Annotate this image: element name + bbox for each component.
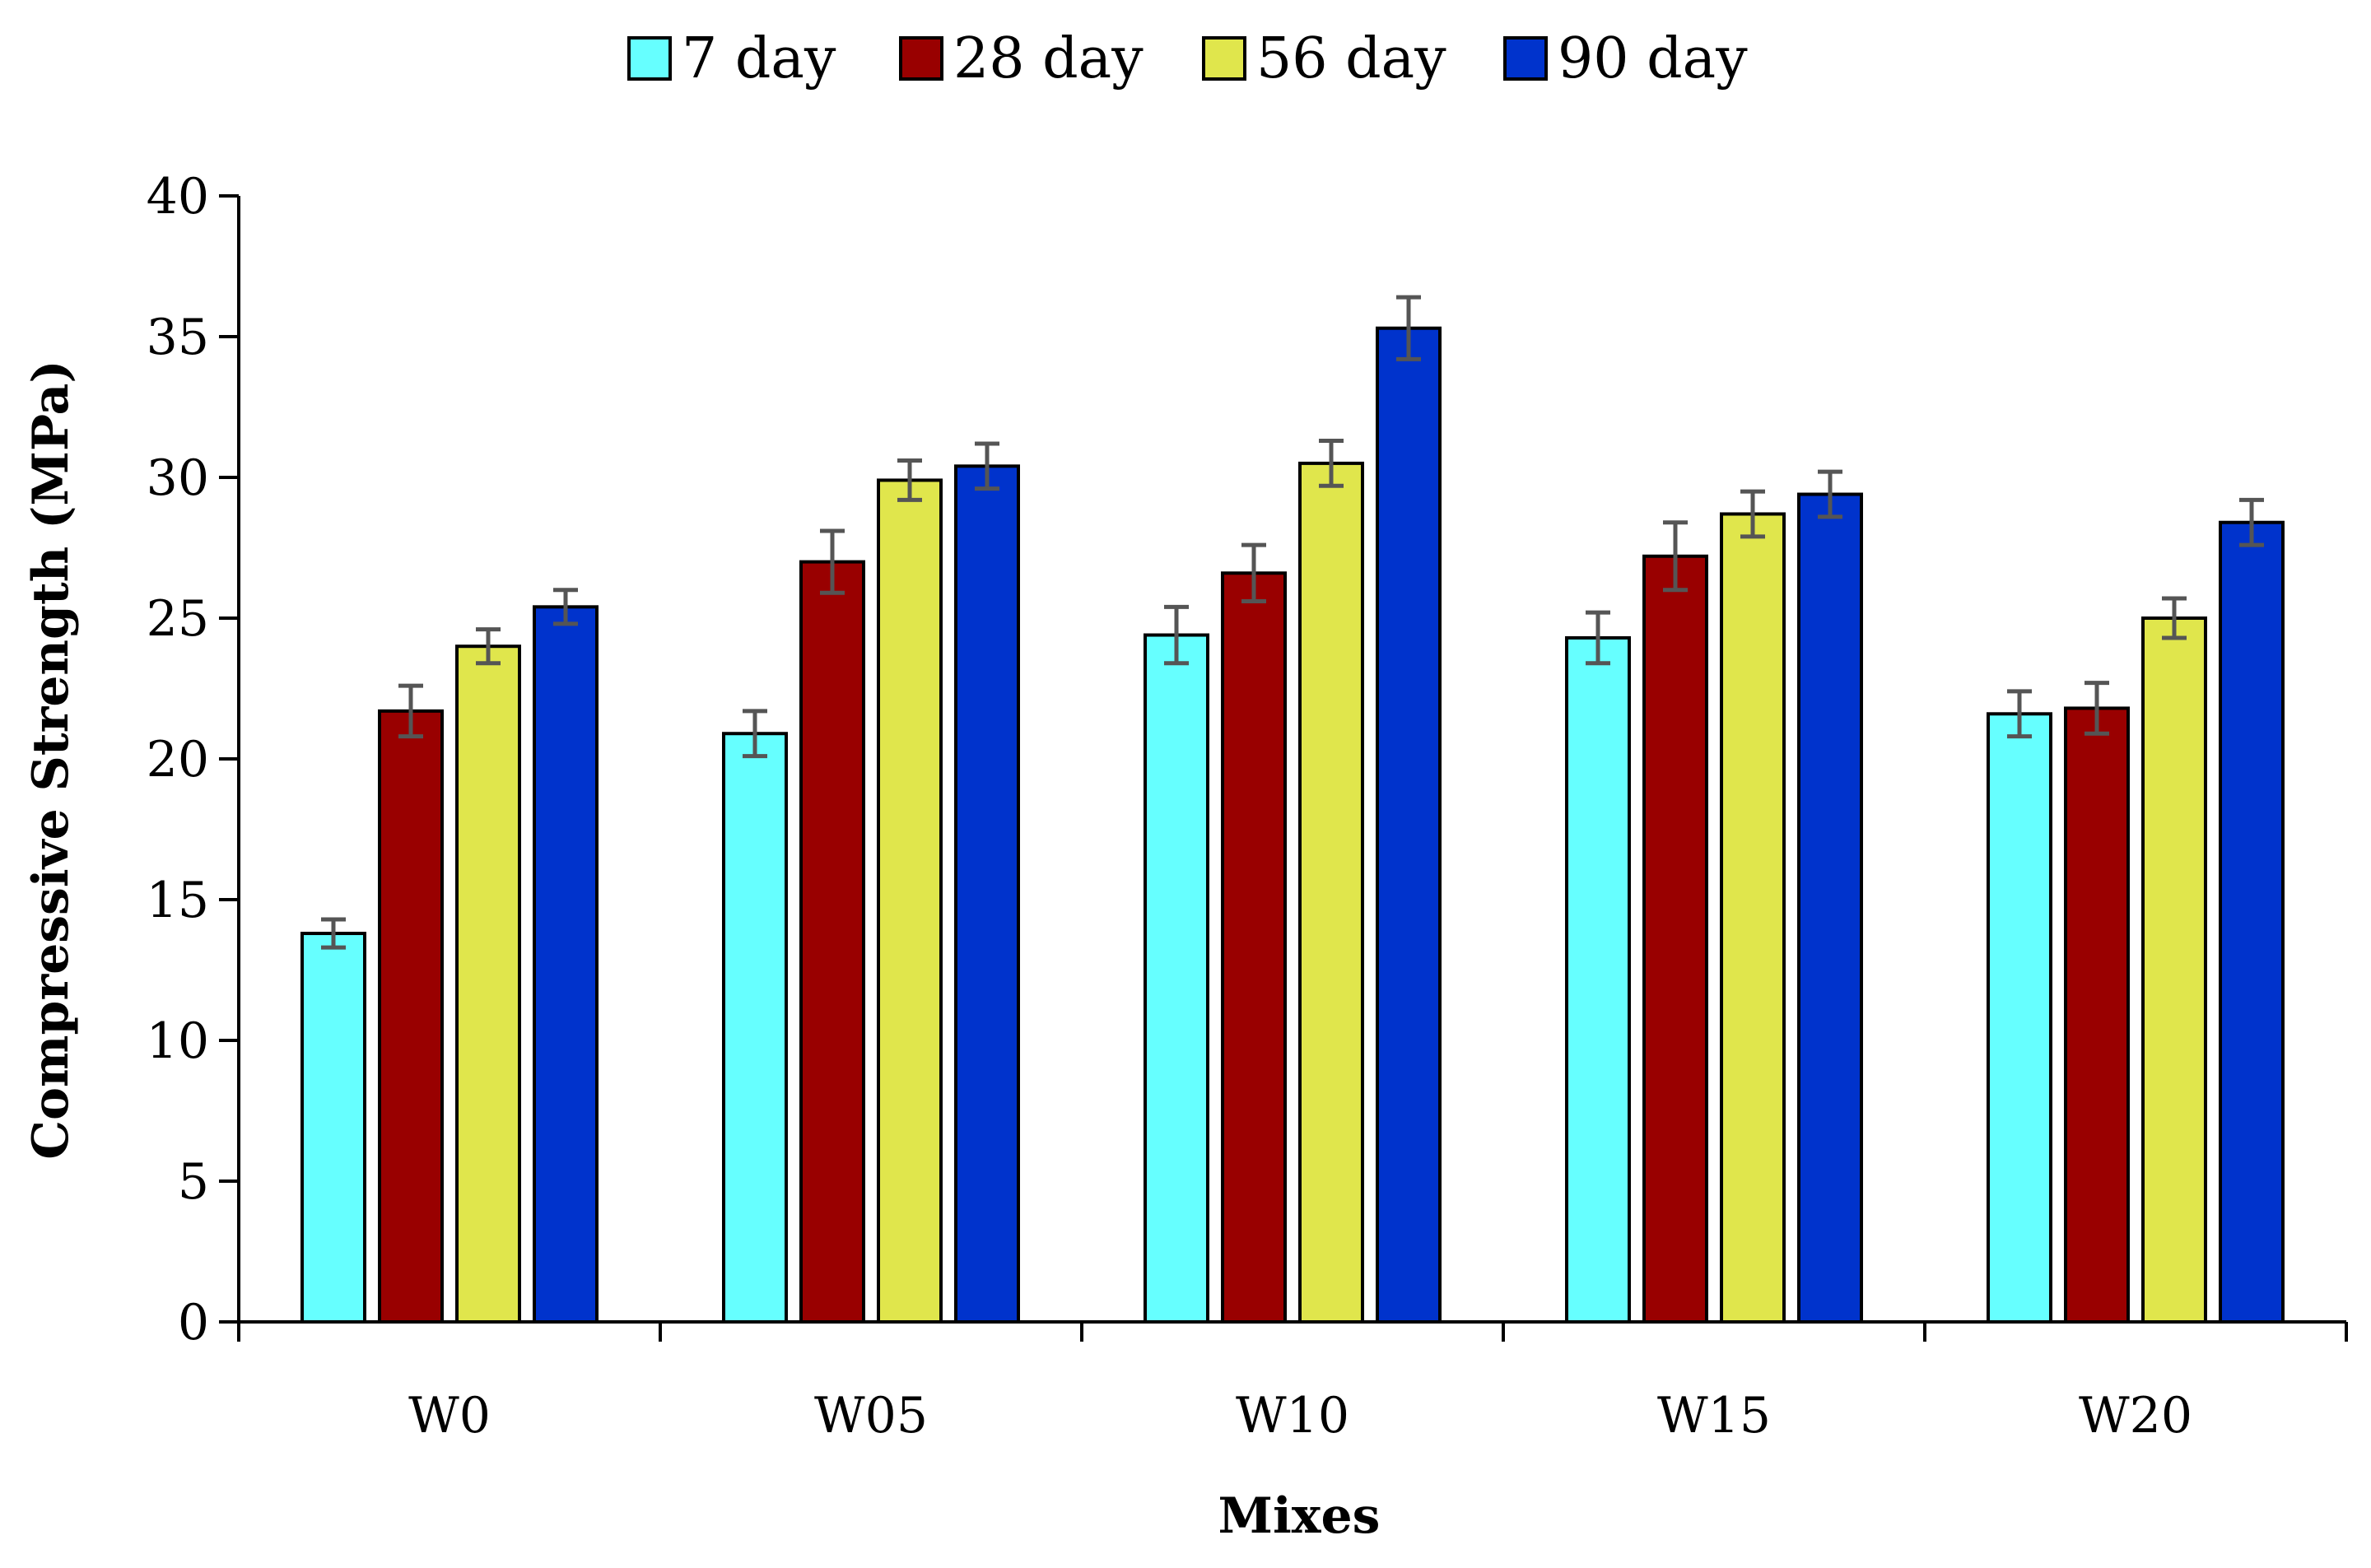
y-tick-label: 25 — [147, 590, 209, 648]
bar-28-day-W05 — [799, 560, 865, 1324]
legend-swatch-56-day — [1202, 36, 1246, 81]
bar-90-day-W10 — [1376, 326, 1442, 1324]
y-axis-title: Compressive Strength (MPa) — [22, 360, 80, 1159]
y-tick-label: 35 — [147, 309, 209, 366]
bar-90-day-W20 — [2219, 520, 2285, 1324]
y-tick-label: 5 — [178, 1153, 209, 1211]
y-tick-label: 20 — [147, 731, 209, 789]
y-tick-label: 40 — [147, 168, 209, 226]
bar-56-day-W15 — [1720, 512, 1786, 1324]
y-tick-label: 15 — [147, 872, 209, 929]
legend-label: 28 day — [953, 26, 1144, 91]
bar-7-day-W05 — [722, 732, 788, 1324]
bar-90-day-W0 — [533, 605, 599, 1324]
legend-label: 56 day — [1256, 26, 1446, 91]
legend-label: 7 day — [682, 26, 836, 91]
x-axis-title: Mixes — [1218, 1487, 1381, 1545]
y-tick-label: 10 — [147, 1012, 209, 1070]
bar-28-day-W10 — [1221, 571, 1287, 1324]
y-axis: 0 5 10 15 20 25 30 35 40 — [147, 168, 240, 1352]
bar-90-day-W05 — [954, 464, 1020, 1324]
x-tick-label: W15 — [1657, 1387, 1771, 1445]
legend-swatch-28-day — [899, 36, 943, 81]
bar-56-day-W0 — [455, 644, 521, 1324]
x-tick-label: W10 — [1236, 1387, 1349, 1445]
x-tick-label: W0 — [408, 1387, 491, 1445]
bar-7-day-W20 — [1987, 712, 2052, 1324]
bar-7-day-W15 — [1565, 635, 1631, 1324]
legend-swatch-90-day — [1503, 36, 1548, 81]
bar-7-day-W0 — [300, 932, 366, 1324]
y-tick-label: 0 — [178, 1294, 209, 1352]
bar-28-day-W0 — [378, 709, 444, 1324]
legend-swatch-7-day — [627, 36, 672, 81]
bar-56-day-W20 — [2141, 616, 2207, 1324]
y-tick-label: 30 — [147, 449, 209, 507]
bar-56-day-W05 — [877, 478, 943, 1324]
x-tick-label: W05 — [814, 1387, 928, 1445]
legend-label: 90 day — [1558, 26, 1748, 91]
bars — [300, 295, 2285, 1324]
bar-90-day-W15 — [1797, 492, 1863, 1324]
bar-28-day-W15 — [1642, 554, 1708, 1324]
x-axis: W0 W05 W10 W15 W20 — [237, 1320, 2348, 1445]
legend: 7 day 28 day 56 day 90 day — [627, 26, 1748, 91]
bar-7-day-W10 — [1144, 633, 1209, 1324]
x-tick-label: W20 — [2079, 1387, 2192, 1445]
bar-56-day-W10 — [1298, 461, 1364, 1324]
bar-28-day-W20 — [2064, 706, 2130, 1324]
